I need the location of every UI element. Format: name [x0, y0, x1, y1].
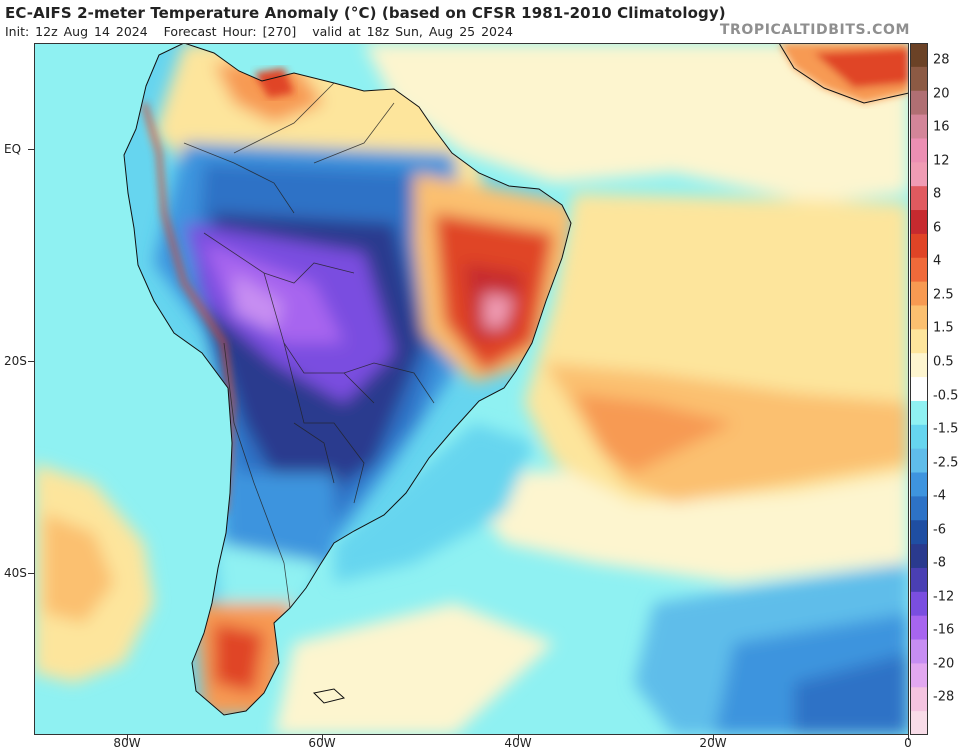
colorbar-swatch	[910, 114, 928, 139]
ocean-neutral-south	[454, 463, 909, 583]
colorbar-swatch	[910, 66, 928, 92]
lon-tick-60w	[322, 735, 323, 740]
lon-tick-20w	[713, 735, 714, 740]
colorbar-swatch	[910, 162, 928, 187]
coastline-south-america	[123, 43, 572, 716]
colorbar-label: -2.5	[933, 455, 959, 471]
colorbar-swatch	[910, 544, 928, 569]
colorbar-swatch	[910, 711, 928, 735]
country-borders	[183, 82, 435, 609]
lon-tick-0	[908, 735, 909, 740]
lat-tick-eq	[28, 149, 34, 150]
colorbar-swatch	[910, 281, 928, 306]
init-time: Init: 12z Aug 14 2024	[5, 24, 148, 39]
colorbar-label: -20	[933, 656, 955, 672]
colorbar-label: -6	[933, 522, 946, 538]
colorbar-swatch	[910, 43, 928, 68]
lat-tick-40s	[28, 573, 34, 574]
colorbar-label: -12	[933, 589, 955, 605]
africa-red	[814, 48, 909, 88]
ocean-warm-south	[274, 603, 554, 735]
colorbar-swatch	[910, 496, 928, 521]
forecast-hour: Forecast Hour: [270]	[163, 24, 297, 39]
colorbar-swatch	[910, 400, 928, 426]
colorbar-label: 0.5	[933, 354, 954, 370]
colorbar-swatch	[910, 377, 928, 402]
lon-tick-80w	[127, 735, 128, 740]
colorbar-swatch	[910, 210, 928, 235]
colorbar-swatch	[910, 257, 928, 283]
falkland-islands	[312, 688, 346, 704]
colorbar-swatch	[910, 186, 928, 211]
lat-label-20s: 20S	[4, 354, 27, 368]
colorbar-swatch	[910, 663, 928, 688]
colorbar-swatch	[910, 329, 928, 354]
watermark: TROPICALTIDBITS.COM	[719, 22, 910, 38]
colorbar-swatch	[910, 591, 928, 617]
colorbar-label: -1.5	[933, 421, 959, 437]
lat-label-40s: 40S	[4, 566, 27, 580]
colorbar-label: 20	[933, 86, 950, 102]
colorbar	[910, 43, 928, 735]
ocean-cool-coast	[334, 423, 534, 583]
lon-tick-40w	[518, 735, 519, 740]
colorbar-label: 2.5	[933, 287, 954, 303]
lon-label-0: 0	[904, 736, 912, 750]
lon-label-80w: 80W	[113, 736, 141, 750]
colorbar-swatch	[910, 353, 928, 378]
colorbar-label: 28	[933, 52, 950, 68]
colorbar-label: -4	[933, 488, 946, 504]
ocean-darker-blue-south	[794, 653, 909, 735]
colorbar-label: 12	[933, 153, 950, 169]
land-pink-brazil	[484, 293, 514, 328]
colorbar-label: 16	[933, 119, 950, 135]
colorbar-label: 6	[933, 220, 942, 236]
valid-time: valid at 18z Sun, Aug 25 2024	[312, 24, 513, 39]
colorbar-label: -16	[933, 622, 955, 638]
ocean-neutral-north	[364, 43, 909, 203]
colorbar-frame	[910, 43, 928, 735]
colorbar-swatch	[910, 567, 928, 593]
colorbar-label: 1.5	[933, 320, 954, 336]
colorbar-swatch	[910, 520, 928, 545]
coastline-africa	[778, 43, 909, 104]
lon-label-20w: 20W	[699, 736, 727, 750]
colorbar-label: 8	[933, 186, 942, 202]
land-lilac-core	[234, 273, 284, 333]
colorbar-swatch	[910, 687, 928, 712]
map-title: EC-AIFS 2-meter Temperature Anomaly (°C)…	[5, 4, 726, 22]
colorbar-swatch	[910, 233, 928, 259]
colorbar-label: 4	[933, 253, 942, 269]
lat-tick-20s	[28, 361, 34, 362]
colorbar-swatch	[910, 615, 928, 641]
colorbar-swatch	[910, 448, 928, 474]
colorbar-label: -28	[933, 689, 955, 705]
anomaly-map	[34, 43, 909, 735]
colorbar-swatch	[910, 138, 928, 163]
colorbar-swatch	[910, 472, 928, 497]
forecast-info: Init: 12z Aug 14 2024 Forecast Hour: [27…	[5, 24, 523, 39]
ocean-orange-pacific	[44, 513, 114, 623]
ocean-orange-core	[574, 393, 734, 473]
map-frame	[34, 43, 909, 735]
colorbar-label: -8	[933, 555, 946, 571]
lon-label-40w: 40W	[504, 736, 532, 750]
colorbar-swatch	[910, 90, 928, 116]
colorbar-swatch	[910, 424, 928, 450]
colorbar-swatch	[910, 305, 928, 330]
land-violet	[204, 243, 344, 343]
land-red-patagonia	[214, 623, 264, 693]
lon-label-60w: 60W	[308, 736, 336, 750]
colorbar-label: -0.5	[933, 388, 959, 403]
colorbar-swatch	[910, 639, 928, 664]
lat-label-eq: EQ	[4, 142, 22, 156]
